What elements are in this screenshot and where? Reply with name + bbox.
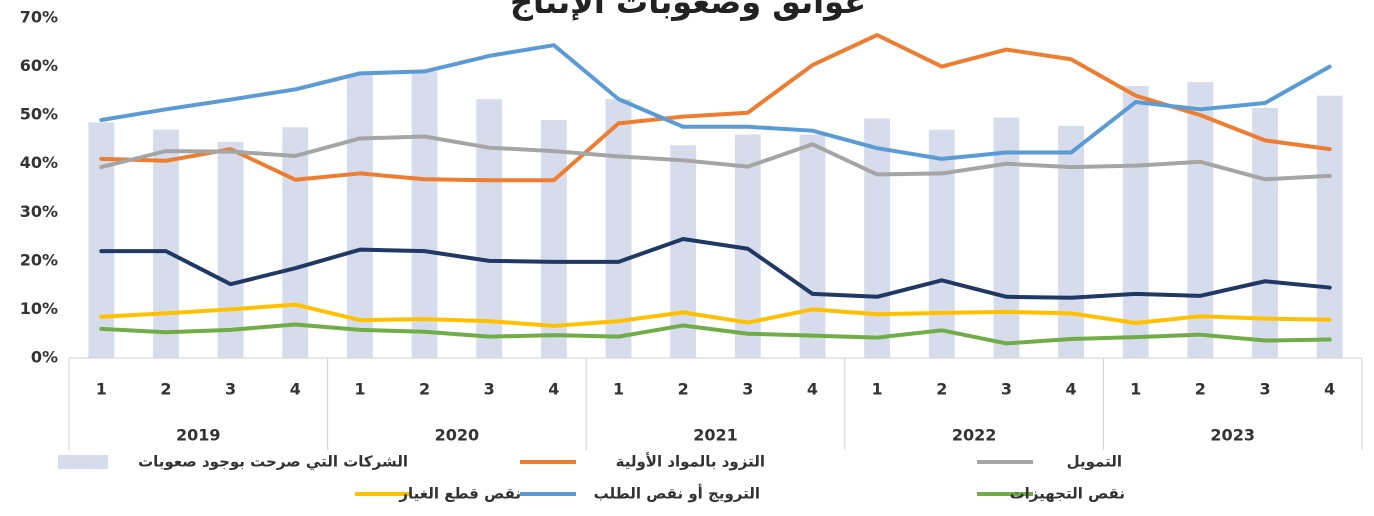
group-label: 2021: [693, 426, 738, 445]
legend-label: نقص التجهيزات: [1010, 485, 1125, 503]
x-tick-label: 4: [1066, 380, 1077, 399]
bar: [1316, 95, 1343, 358]
bar: [346, 73, 373, 358]
bar: [605, 99, 632, 358]
bar: [88, 122, 115, 358]
x-tick-label: 1: [872, 380, 883, 399]
x-tick-label: 3: [484, 380, 495, 399]
bar: [1058, 125, 1085, 358]
group-label: 2019: [176, 426, 221, 445]
line-series: [99, 43, 1332, 161]
bar: [476, 99, 503, 358]
y-tick-label: 70%: [20, 8, 58, 27]
x-tick-label: 1: [613, 380, 624, 399]
bar: [928, 129, 955, 358]
chart-title: عوائق وصعوبات الإنتاج: [510, 0, 866, 21]
x-tick-label: 2: [936, 380, 947, 399]
x-tick-label: 2: [419, 380, 430, 399]
legend-label: التمويل: [1067, 453, 1122, 471]
bar: [670, 145, 697, 358]
y-tick-label: 60%: [20, 56, 58, 75]
line-series: [99, 33, 1332, 183]
bar: [217, 141, 244, 358]
x-tick-label: 2: [160, 380, 171, 399]
group-label: 2020: [435, 426, 480, 445]
line-series: [99, 134, 1332, 182]
line-series: [99, 237, 1332, 300]
line-series: [99, 302, 1332, 328]
bar: [1252, 107, 1278, 358]
x-tick-label: 4: [548, 380, 559, 399]
bar: [282, 127, 309, 359]
x-tick-label: 4: [290, 380, 301, 399]
bar: [411, 71, 438, 358]
legend-swatch: [58, 455, 108, 469]
x-tick-label: 3: [742, 380, 753, 399]
group-label: 2022: [952, 426, 997, 445]
bar: [1187, 82, 1214, 358]
legend-label: الشركات التي صرحت بوجود صعوبات: [138, 453, 408, 471]
x-tick-label: 3: [1259, 380, 1270, 399]
x-tick-label: 1: [1130, 380, 1141, 399]
x-tick-label: 4: [807, 380, 818, 399]
y-tick-label: 0%: [31, 348, 58, 367]
x-tick-label: 3: [1001, 380, 1012, 399]
y-tick-label: 20%: [20, 250, 58, 269]
x-tick-label: 2: [678, 380, 689, 399]
bar: [864, 118, 891, 359]
y-tick-label: 40%: [20, 153, 58, 172]
bar: [993, 117, 1020, 358]
legend-label: التزود بالمواد الأولية: [616, 453, 765, 471]
x-tick-label: 1: [96, 380, 107, 399]
x-tick-label: 2: [1195, 380, 1206, 399]
y-tick-label: 10%: [20, 299, 58, 318]
x-tick-label: 4: [1324, 380, 1335, 399]
y-tick-label: 30%: [20, 202, 58, 221]
bar: [540, 120, 567, 358]
bar: [153, 129, 179, 358]
legend-label: نقص قطع الغيار: [398, 485, 521, 503]
y-tick-label: 50%: [20, 105, 58, 124]
legend-label: الترويج أو نقص الطلب: [594, 484, 760, 503]
group-label: 2023: [1210, 426, 1255, 445]
bar: [799, 134, 826, 358]
bar: [1122, 86, 1149, 358]
x-tick-label: 3: [225, 380, 236, 399]
x-tick-label: 1: [354, 380, 365, 399]
line-series: [99, 322, 1332, 346]
